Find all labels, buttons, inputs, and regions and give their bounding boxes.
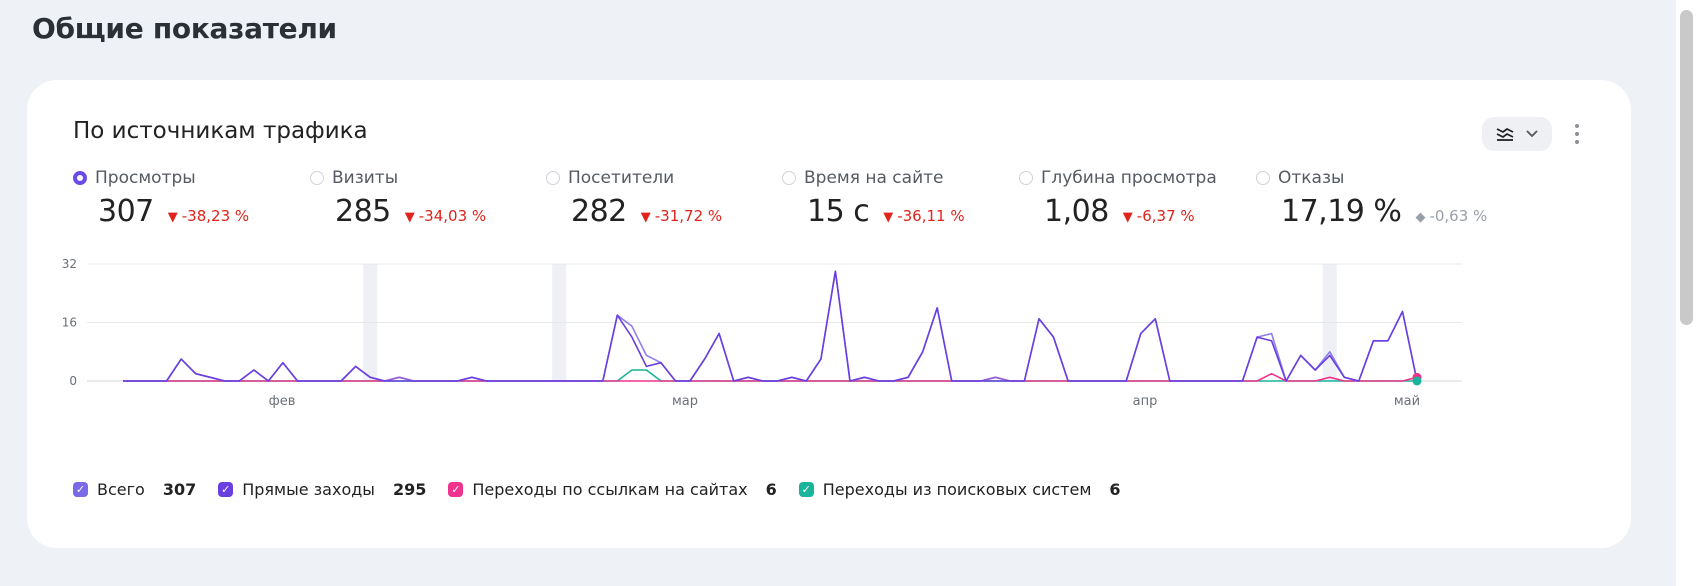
metric-value: 15 с xyxy=(807,194,870,229)
metric-delta-value: -36,11 % xyxy=(897,207,965,225)
radio-icon[interactable] xyxy=(546,171,560,185)
x-tick-label: май xyxy=(1394,394,1420,409)
traffic-line-chart: 0 16 32 фев мар апр май xyxy=(62,257,1462,409)
metric-delta: ▼ -31,72 % xyxy=(641,207,722,225)
metric-5[interactable]: Отказы 17,19 % ◆ -0,63 % xyxy=(1256,168,1487,229)
legend-label: Прямые заходы xyxy=(242,480,375,499)
metric-0[interactable]: Просмотры 307 ▼ -38,23 % xyxy=(73,168,249,229)
metric-value: 285 xyxy=(335,194,391,229)
radio-icon[interactable] xyxy=(310,171,324,185)
series-line-3 xyxy=(123,369,1417,382)
metric-delta-value: -34,03 % xyxy=(418,207,487,225)
metric-label: Просмотры xyxy=(95,168,196,188)
metric-selector[interactable]: Отказы xyxy=(1256,168,1487,188)
triangle-down-icon: ▼ xyxy=(640,210,651,225)
x-tick-label: фев xyxy=(269,394,296,409)
metric-delta-value: -38,23 % xyxy=(181,207,250,225)
triangle-down-icon: ▼ xyxy=(883,210,894,225)
metric-value: 1,08 xyxy=(1044,194,1109,229)
radio-icon[interactable] xyxy=(782,171,796,185)
chart-lines-icon xyxy=(1496,127,1514,141)
series-end-marker xyxy=(1412,376,1422,386)
legend-label: Всего xyxy=(97,480,145,499)
page-scrollbar[interactable] xyxy=(1676,0,1697,586)
checkbox-check-icon[interactable]: ✓ xyxy=(73,482,88,497)
metric-value: 17,19 % xyxy=(1281,194,1402,229)
legend-item-0[interactable]: ✓ Всего 307 xyxy=(73,480,196,499)
legend-label: Переходы из поисковых систем xyxy=(822,480,1092,499)
metric-value: 282 xyxy=(571,194,627,229)
metric-selector[interactable]: Визиты xyxy=(310,168,486,188)
metric-value: 307 xyxy=(98,194,154,229)
metric-label: Время на сайте xyxy=(804,168,944,188)
checkbox-check-icon[interactable]: ✓ xyxy=(218,482,234,497)
metric-selector[interactable]: Просмотры xyxy=(73,168,249,188)
metric-label: Посетители xyxy=(568,168,675,188)
legend-item-1[interactable]: ✓ Прямые заходы 295 xyxy=(218,480,426,499)
metric-delta-value: -0,63 % xyxy=(1429,207,1488,225)
metric-delta: ▼ -36,11 % xyxy=(883,207,964,225)
radio-icon[interactable] xyxy=(1256,171,1270,185)
triangle-down-icon: ▼ xyxy=(167,210,178,225)
chart-view-switch-button[interactable] xyxy=(1482,117,1552,151)
y-tick-label: 0 xyxy=(69,374,77,388)
metric-1[interactable]: Визиты 285 ▼ -34,03 % xyxy=(310,168,486,229)
radio-icon[interactable] xyxy=(73,171,87,185)
metric-delta: ▼ -38,23 % xyxy=(168,207,249,225)
diamond-icon: ◆ xyxy=(1415,210,1426,225)
card-title: По источникам трафика xyxy=(73,118,368,144)
triangle-down-icon: ▼ xyxy=(404,210,415,225)
triangle-down-icon: ▼ xyxy=(1122,210,1133,225)
radio-icon[interactable] xyxy=(1019,171,1033,185)
metric-selector[interactable]: Посетители xyxy=(546,168,722,188)
series-line-1 xyxy=(123,270,1418,382)
metric-delta: ◆ -0,63 % xyxy=(1415,207,1487,225)
chart-legend: ✓ Всего 307 ✓ Прямые заходы 295 ✓ Переходы по с… xyxy=(73,480,1143,499)
x-tick-label: апр xyxy=(1133,394,1158,409)
metric-delta: ▼ -6,37 % xyxy=(1123,207,1195,225)
chevron-down-icon xyxy=(1526,130,1538,138)
traffic-sources-card: По источникам трафика Просмотры 307 ▼ -38,2… xyxy=(27,80,1631,548)
series-line-0 xyxy=(123,270,1418,382)
legend-count: 295 xyxy=(392,480,427,499)
page-title: Общие показатели xyxy=(32,12,337,45)
metric-delta-value: -31,72 % xyxy=(654,207,723,225)
metric-label: Глубина просмотра xyxy=(1041,168,1217,188)
metric-3[interactable]: Время на сайте 15 с ▼ -36,11 % xyxy=(782,168,965,229)
legend-count: 6 xyxy=(1109,480,1121,499)
legend-count: 6 xyxy=(765,480,777,499)
checkbox-check-icon[interactable]: ✓ xyxy=(798,482,814,497)
series-line-2 xyxy=(123,372,1418,382)
metric-label: Визиты xyxy=(332,168,399,188)
checkbox-check-icon[interactable]: ✓ xyxy=(448,482,464,497)
metric-delta-value: -6,37 % xyxy=(1136,207,1195,225)
metric-selector[interactable]: Время на сайте xyxy=(782,168,965,188)
x-tick-label: мар xyxy=(672,394,698,409)
legend-label: Переходы по ссылкам на сайтах xyxy=(472,480,748,499)
legend-item-2[interactable]: ✓ Переходы по ссылкам на сайтах 6 xyxy=(448,480,777,499)
more-vertical-icon[interactable] xyxy=(1569,118,1585,150)
scrollbar-thumb[interactable] xyxy=(1680,10,1693,325)
metric-2[interactable]: Посетители 282 ▼ -31,72 % xyxy=(546,168,722,229)
legend-item-3[interactable]: ✓ Переходы из поисковых систем 6 xyxy=(798,480,1121,499)
y-tick-label: 16 xyxy=(62,316,77,330)
metric-label: Отказы xyxy=(1278,168,1345,188)
metric-4[interactable]: Глубина просмотра 1,08 ▼ -6,37 % xyxy=(1019,168,1217,229)
metric-selector[interactable]: Глубина просмотра xyxy=(1019,168,1217,188)
y-tick-label: 32 xyxy=(62,257,77,271)
metric-delta: ▼ -34,03 % xyxy=(405,207,486,225)
legend-count: 307 xyxy=(162,480,197,499)
